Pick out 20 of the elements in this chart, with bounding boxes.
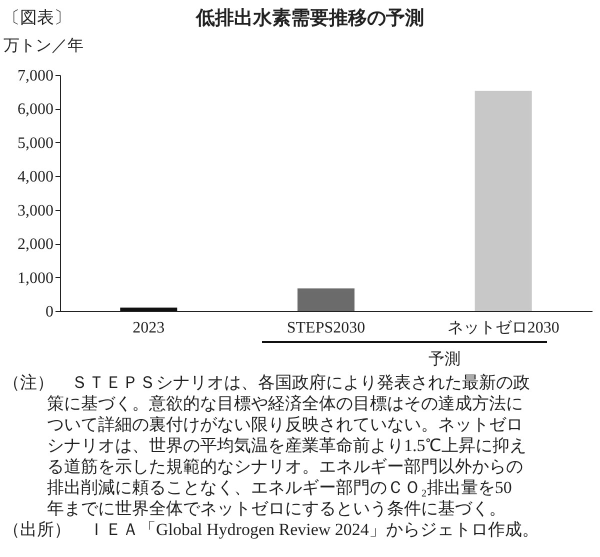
y-tick-label: 0 (46, 304, 54, 320)
bar (474, 90, 532, 311)
y-tick-label: 2,000 (18, 236, 54, 254)
bar (298, 288, 354, 311)
text: 予測 (428, 350, 461, 368)
x-tick-label: 2023 (132, 320, 165, 336)
y-tick-label: 1,000 (18, 270, 54, 287)
chart-title: 低排出水素需要推移の予測 (195, 7, 424, 29)
text: （注） ＳＴＥＰＳシナリオは、各国政府により発表された最新の政策に基づく。意欲的な目標や経済全体の目標はその達成方法について詳細の裏付けがない限り反映されていない。ネットゼロシナリオは、世界の平均気温を産業革命前より1.5℃上昇に抑える道筋を示した規範的なシナリオ。エネルギー部門以外からの排出削減に頼ることなく、エネルギー部門のＣＯ₂排出量を50年までに世界全体でネットゼロにするという条件に基づく。 (3, 373, 530, 518)
text: （出所） ＩＥＡ「Global Hydrogen Review 2024」からジェトロ作成。 (3, 520, 539, 539)
y-tick-label: 6,000 (18, 101, 54, 118)
bar (120, 308, 178, 311)
x-tick-label: ネットゼロ2030 (447, 320, 560, 336)
y-tick-label: 7,000 (18, 68, 54, 84)
y-tick-label: 4,000 (18, 168, 54, 186)
text: 〔図表〕 (3, 8, 71, 27)
x-tick-label: STEPS2030 (286, 320, 366, 336)
y-axis-title: 万トン／年 (4, 38, 84, 54)
y-tick-label: 5,000 (18, 134, 54, 152)
y-tick-label: 3,000 (18, 202, 54, 220)
